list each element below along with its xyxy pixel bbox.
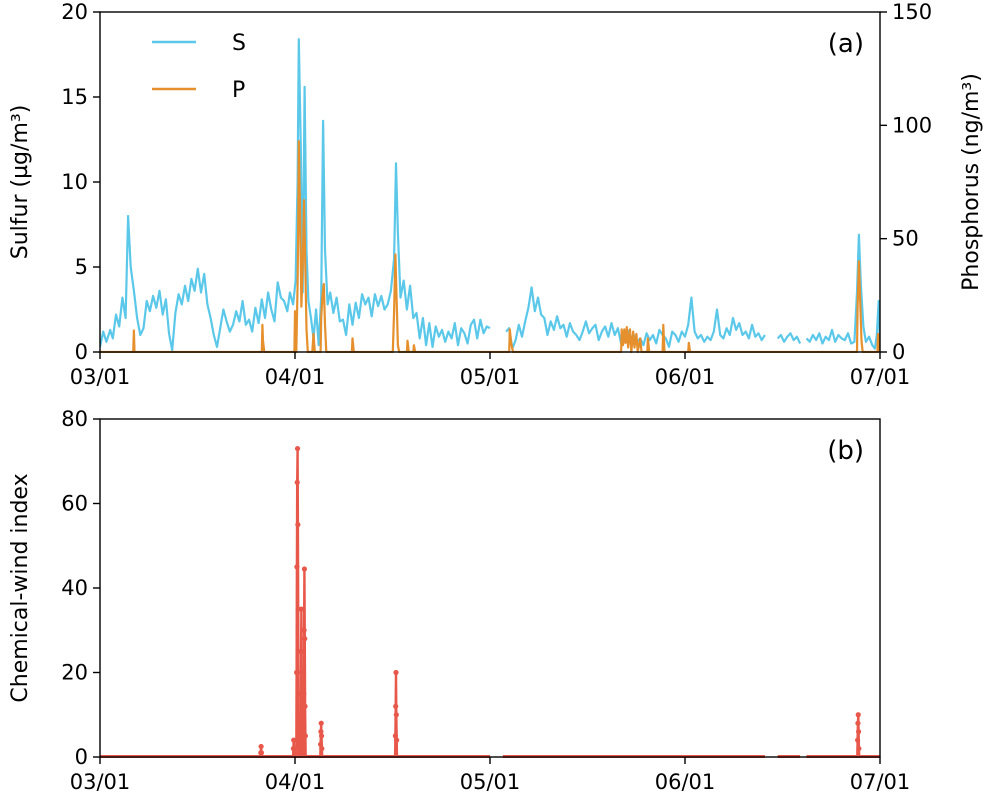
y-tick-label: 15: [61, 85, 88, 109]
legend: SP: [152, 31, 246, 103]
data-point: [291, 737, 297, 743]
y-axis-label: Chemical-wind index: [8, 473, 33, 702]
y-tick-label: 20: [61, 661, 88, 685]
data-point: [298, 606, 304, 612]
y-tick-label: 0: [75, 340, 88, 364]
data-point: [317, 741, 324, 747]
x-tick-label: 04/01: [265, 770, 326, 794]
series-line-p: [100, 140, 880, 353]
data-point: [301, 627, 307, 633]
spike: [302, 568, 307, 758]
x-tick-label: 03/01: [70, 365, 131, 389]
data-point: [393, 712, 399, 718]
data-point: [318, 729, 324, 735]
spike: [319, 723, 324, 758]
data-point: [295, 522, 301, 528]
data-point: [301, 566, 308, 572]
y-right-tick-label: 150: [892, 0, 932, 24]
data-point: [318, 733, 325, 739]
y-axis-label: Sulfur (µg/m³): [8, 105, 33, 260]
data-point: [855, 729, 862, 735]
x-tick-label: 04/01: [265, 365, 326, 389]
data-point: [302, 636, 308, 642]
y-tick-label: 80: [61, 407, 88, 431]
x-tick-label: 05/01: [460, 365, 521, 389]
x-tick-label: 05/01: [460, 770, 521, 794]
y-tick-label: 60: [61, 492, 88, 516]
y-tick-label: 5: [75, 255, 88, 279]
legend-label-s: S: [232, 31, 246, 56]
data-point: [258, 743, 264, 750]
data-point: [392, 733, 398, 739]
plot-frame: [99, 11, 881, 353]
panel-tag: (b): [827, 436, 864, 466]
data-point: [298, 712, 304, 718]
data-point: [856, 745, 862, 752]
plot-frame: [99, 418, 881, 758]
x-tick-label: 07/01: [850, 770, 911, 794]
y-right-axis-label: Phosphorus (ng/m³): [959, 73, 984, 291]
y-tick-label: 10: [61, 170, 88, 194]
data-point: [302, 703, 308, 709]
y-tick-label: 20: [61, 0, 88, 24]
panel-tag: (a): [828, 29, 864, 59]
plot-area: [100, 445, 880, 758]
y-tick-label: 40: [61, 576, 88, 600]
data-point: [294, 445, 301, 452]
x-tick-label: 07/01: [850, 365, 911, 389]
plot-area: [100, 38, 880, 353]
x-tick-label: 03/01: [70, 770, 131, 794]
data-point: [319, 745, 325, 752]
spike: [295, 448, 300, 758]
y-tick-label: 0: [75, 745, 88, 769]
y-right-tick-label: 50: [892, 227, 919, 251]
data-point: [258, 750, 265, 756]
data-point: [855, 712, 861, 718]
series-line-s: [100, 38, 880, 352]
data-point: [293, 669, 300, 676]
data-point: [318, 720, 324, 726]
data-point: [393, 703, 399, 709]
legend-label-p: P: [232, 78, 245, 103]
x-tick-label: 06/01: [655, 365, 716, 389]
x-tick-label: 06/01: [655, 770, 716, 794]
data-point: [301, 691, 307, 697]
data-point: [394, 737, 400, 743]
data-point: [298, 648, 304, 654]
data-point: [302, 733, 308, 739]
data-point: [393, 669, 399, 676]
panel-b: 03/01 04/01 05/01 06/01 07/01 0 20 40 60 80 Chemic…: [8, 407, 910, 794]
y-right-tick-label: 100: [892, 113, 932, 137]
data-point: [855, 737, 861, 743]
data-point: [294, 479, 300, 485]
panel-a: 03/01 04/01 05/01 06/01 07/01051015200501001…: [8, 0, 984, 389]
data-point: [855, 720, 861, 726]
data-point: [294, 564, 300, 570]
y-right-tick-label: 0: [892, 340, 905, 364]
